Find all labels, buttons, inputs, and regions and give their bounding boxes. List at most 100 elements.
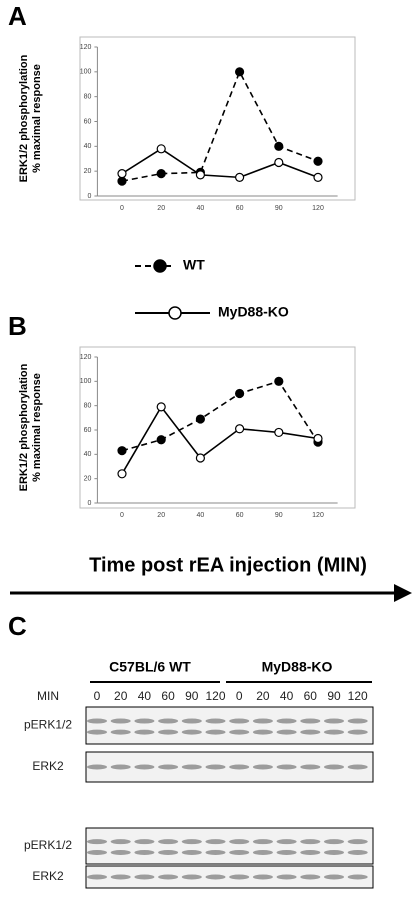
row-label: pERK1/2 [24, 718, 72, 732]
chart-frame [79, 346, 356, 509]
data-point [274, 376, 284, 386]
y-tick-label: 80 [84, 94, 92, 101]
legend-marker [168, 306, 182, 320]
y-axis-label: ERK1/2 phosphorylation [18, 363, 30, 491]
band [205, 729, 226, 735]
lane-label: 40 [280, 689, 294, 703]
band [110, 839, 131, 845]
band [347, 849, 368, 855]
band [87, 729, 107, 735]
legend-label: WT [183, 257, 205, 273]
band [205, 839, 226, 845]
band [181, 849, 202, 855]
band [229, 764, 250, 770]
lane-label: 0 [94, 689, 101, 703]
data-point [156, 144, 166, 154]
y-axis-label: % maximal response [31, 373, 43, 482]
x-tick-label: 0 [120, 512, 124, 519]
band [276, 839, 297, 845]
y-tick-label: 0 [87, 500, 91, 507]
band [110, 849, 131, 855]
lane-label: 60 [161, 689, 175, 703]
data-point [117, 469, 127, 479]
row-label: ERK2 [32, 869, 64, 883]
x-tick-label: 40 [197, 205, 205, 212]
y-tick-label: 100 [80, 378, 92, 385]
band [158, 849, 179, 855]
y-axis-label: % maximal response [31, 64, 43, 173]
band [276, 718, 297, 724]
series-line [121, 147, 319, 179]
y-tick-label: 40 [84, 143, 92, 150]
data-point [274, 157, 284, 168]
band [324, 839, 344, 845]
data-point [156, 169, 166, 179]
band [110, 718, 131, 724]
band [300, 729, 321, 735]
band [87, 849, 107, 855]
x-tick-label: 90 [275, 205, 283, 212]
band [158, 874, 179, 880]
band [181, 839, 202, 845]
data-point [195, 414, 205, 424]
band [347, 729, 368, 735]
group-label: C57BL/6 WT [109, 659, 191, 675]
data-point [156, 435, 166, 445]
y-tick-label: 80 [84, 403, 92, 410]
band [347, 874, 368, 880]
band [110, 764, 131, 770]
arrow-label: Time post rEA injection (MIN) [89, 554, 367, 576]
blot-frame [85, 706, 374, 745]
band [181, 764, 202, 770]
x-tick-label: 60 [236, 512, 244, 519]
band [205, 849, 226, 855]
lane-label: 40 [138, 689, 152, 703]
chart-frame [79, 36, 356, 201]
lane-label: 90 [185, 689, 199, 703]
series-line [121, 380, 319, 452]
band [276, 874, 297, 880]
y-tick-label: 60 [84, 427, 92, 434]
data-point [117, 176, 127, 186]
band [347, 764, 368, 770]
data-point [313, 156, 323, 166]
data-point [156, 402, 166, 412]
band [205, 718, 226, 724]
min-label: MIN [37, 689, 59, 703]
y-tick-label: 20 [84, 168, 92, 175]
band [276, 849, 297, 855]
x-tick-label: 40 [197, 512, 205, 519]
band [134, 718, 155, 724]
data-point [117, 169, 127, 179]
data-point [235, 67, 245, 77]
band [324, 729, 344, 735]
band [252, 874, 273, 880]
band [324, 718, 344, 724]
band [300, 849, 321, 855]
x-tick-label: 120 [312, 205, 324, 212]
lane-label: 120 [348, 689, 368, 703]
band [229, 729, 250, 735]
series-line [121, 69, 319, 182]
band [252, 764, 273, 770]
band [252, 849, 273, 855]
band [158, 839, 179, 845]
band [300, 874, 321, 880]
y-tick-label: 100 [80, 69, 92, 76]
arrow-head [394, 584, 412, 602]
y-tick-label: 40 [84, 451, 92, 458]
band [229, 718, 250, 724]
lane-label: 0 [236, 689, 243, 703]
data-point [195, 453, 205, 463]
band [252, 718, 273, 724]
band [158, 729, 179, 735]
band [87, 839, 107, 845]
band [87, 764, 107, 770]
group-label: MyD88-KO [262, 659, 333, 675]
data-point [313, 172, 323, 182]
data-point [235, 424, 245, 434]
band [276, 729, 297, 735]
band [300, 718, 321, 724]
